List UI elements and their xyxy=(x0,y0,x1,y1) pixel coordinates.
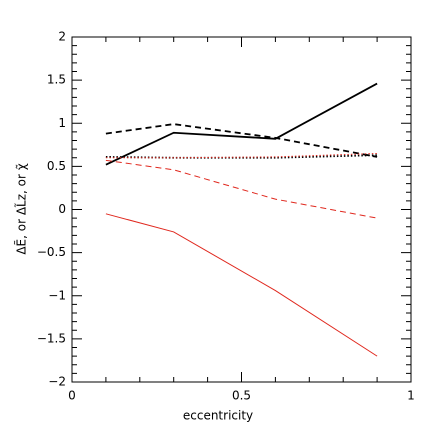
series-line xyxy=(105,123,378,158)
x-tick-label: 1 xyxy=(407,389,415,403)
series-line xyxy=(105,152,378,159)
y-tick-label: 0 xyxy=(58,202,66,216)
series-line xyxy=(105,213,378,357)
y-tick-label: −1 xyxy=(48,288,66,302)
plot-frame xyxy=(71,36,412,383)
x-tick-label: 0 xyxy=(68,389,76,403)
y-axis-label: ΔẼ, or ΔL̃z, or χ̃ xyxy=(14,163,29,254)
y-tick-label: 1.5 xyxy=(47,73,66,87)
y-tick-label: −2 xyxy=(48,375,66,389)
y-tick-label: 1 xyxy=(58,116,66,130)
series-line xyxy=(105,82,378,166)
y-tick-label: −1.5 xyxy=(37,331,66,345)
x-tick-label: 0.5 xyxy=(232,389,251,403)
x-axis-label: eccentricity xyxy=(183,409,253,423)
series-line xyxy=(105,154,378,159)
y-tick-label: 2 xyxy=(58,30,66,44)
series-line xyxy=(105,159,378,219)
y-tick-label: −0.5 xyxy=(37,245,66,259)
y-tick-label: 0.5 xyxy=(47,159,66,173)
